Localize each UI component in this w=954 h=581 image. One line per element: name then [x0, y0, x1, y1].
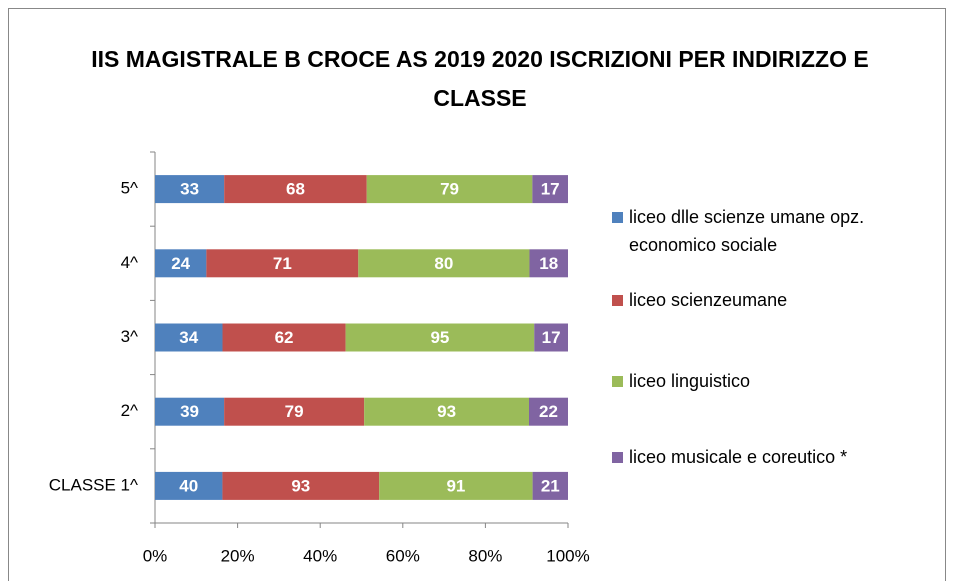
- y-tick-label: 5^: [121, 179, 138, 198]
- data-label: 22: [539, 402, 558, 421]
- legend-label: liceo dlle scienze umane opz. economico …: [629, 207, 865, 255]
- bar-segment: [364, 397, 530, 426]
- legend-item: liceo scienzeumane: [612, 286, 942, 314]
- data-label: 79: [285, 402, 304, 421]
- x-tick-label: 0%: [143, 546, 168, 565]
- bar-segment: [534, 323, 568, 352]
- chart-title: IIS MAGISTRALE B CROCE AS 2019 2020 ISCR…: [91, 46, 869, 111]
- bar-segment: [155, 249, 207, 278]
- data-label: 68: [286, 180, 305, 199]
- data-label: 79: [440, 180, 459, 199]
- legend-swatch: [612, 295, 623, 306]
- data-label: 24: [171, 254, 190, 273]
- bar-segment: [529, 397, 568, 426]
- legend-label: liceo linguistico: [629, 371, 751, 391]
- bar-segment: [529, 249, 568, 278]
- legend-swatch: [612, 212, 623, 223]
- x-tick-label: 20%: [221, 546, 255, 565]
- bar-segment: [155, 323, 223, 352]
- data-label: 34: [179, 328, 198, 347]
- legend-item: liceo dlle scienze umane opz. economico …: [612, 203, 942, 259]
- data-label: 93: [437, 402, 456, 421]
- bar-segment: [366, 175, 533, 204]
- bar-segment: [155, 397, 225, 426]
- y-tick-label: CLASSE 1^: [49, 475, 138, 494]
- legend-swatch: [612, 376, 623, 387]
- data-label: 91: [446, 476, 465, 495]
- bar-segment: [379, 471, 533, 500]
- y-tick-label: 3^: [121, 327, 138, 346]
- data-label: 80: [434, 254, 453, 273]
- bar-segment: [222, 323, 346, 352]
- bar-segment: [532, 175, 568, 204]
- bar-segment: [224, 397, 365, 426]
- data-label: 62: [275, 328, 294, 347]
- y-tick-label: 2^: [121, 401, 138, 420]
- bar-segment: [532, 471, 568, 500]
- data-label: 21: [541, 476, 560, 495]
- data-label: 17: [541, 180, 560, 199]
- data-label: 33: [180, 180, 199, 199]
- x-tick-label: 60%: [386, 546, 420, 565]
- bar-segment: [222, 471, 380, 500]
- legend-swatch: [612, 452, 623, 463]
- data-label: 93: [291, 476, 310, 495]
- legend-label: liceo scienzeumane: [629, 290, 788, 310]
- data-label: 95: [430, 328, 449, 347]
- bar-segment: [358, 249, 530, 278]
- legend-item: liceo linguistico: [612, 367, 942, 395]
- chart-border: [8, 8, 946, 581]
- data-label: 40: [179, 476, 198, 495]
- y-tick-label: 4^: [121, 253, 138, 272]
- bar-segment: [155, 175, 225, 204]
- bar-segment: [155, 471, 223, 500]
- legend-item: liceo musicale e coreutico *: [612, 443, 942, 471]
- bar-segment: [206, 249, 359, 278]
- bar-segment: [345, 323, 535, 352]
- legend-label: liceo musicale e coreutico *: [629, 447, 848, 467]
- x-tick-label: 80%: [468, 546, 502, 565]
- data-label: 17: [542, 328, 561, 347]
- bar-segment: [224, 175, 367, 204]
- x-tick-label: 40%: [303, 546, 337, 565]
- data-label: 18: [539, 254, 558, 273]
- data-label: 39: [180, 402, 199, 421]
- x-tick-label: 100%: [546, 546, 589, 565]
- data-label: 71: [273, 254, 292, 273]
